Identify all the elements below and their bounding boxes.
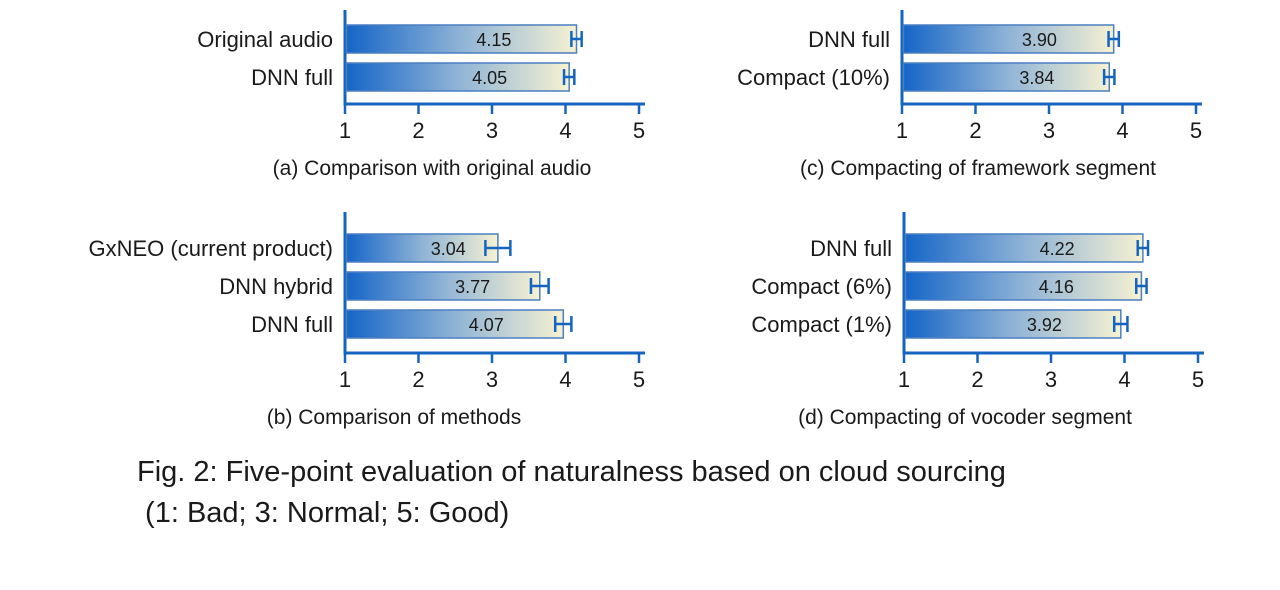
x-tick-label-b-2: 3 [486,367,498,392]
chart-c: 1 2 3 4 5 DNN full 3.90 Compact (10%) 3.84 (c) Co… [737,10,1202,180]
category-label-c-0: DNN full [808,27,890,52]
value-label-d-2: 3.92 [1027,315,1062,335]
value-label-b-2: 4.07 [469,315,504,335]
value-label-d-0: 4.22 [1040,239,1075,259]
value-label-c-1: 3.84 [1019,68,1054,88]
bar-b-1 [345,271,541,301]
bar-c-1 [902,62,1111,92]
x-tick-label-c-2: 3 [1043,118,1055,143]
bar-a-1 [345,62,570,92]
x-tick-label-d-4: 5 [1192,367,1204,392]
x-tick-label-d-1: 2 [971,367,983,392]
x-tick-label-a-0: 1 [339,118,351,143]
chart-d: 1 2 3 4 5 DNN full 4.22 Compact (6%) 4.16 Compact… [751,212,1204,429]
x-tick-label-b-0: 1 [339,367,351,392]
bar-d-1 [904,271,1143,301]
bar-b-2 [345,309,565,339]
bar-c-0 [902,24,1115,54]
value-label-d-1: 4.16 [1039,277,1074,297]
value-label-b-0: 3.04 [431,239,466,259]
x-tick-label-d-2: 3 [1045,367,1057,392]
x-tick-label-c-1: 2 [969,118,981,143]
category-label-b-1: DNN hybrid [219,274,333,299]
panel-title-a: (a) Comparison with original audio [273,157,592,180]
value-label-a-1: 4.05 [472,68,507,88]
bar-d-0 [904,233,1144,263]
x-tick-label-a-1: 2 [412,118,424,143]
x-tick-label-d-0: 1 [898,367,910,392]
x-tick-label-b-1: 2 [412,367,424,392]
x-tick-label-a-2: 3 [486,118,498,143]
value-label-c-0: 3.90 [1022,30,1057,50]
panel-title-c: (c) Compacting of framework segment [800,157,1156,180]
value-label-b-1: 3.77 [455,277,490,297]
category-label-b-0: GxNEO (current product) [88,236,333,261]
chart-a: 1 2 3 4 5 Original audio 4.15 DNN full 4.05 (a) C… [197,10,645,180]
category-label-c-1: Compact (10%) [737,65,890,90]
panel-title-b: (b) Comparison of methods [267,406,521,429]
bar-a-0 [345,24,578,54]
x-tick-label-c-3: 4 [1116,118,1128,143]
bar-d-2 [904,309,1122,339]
x-tick-label-b-4: 5 [633,367,645,392]
category-label-a-0: Original audio [197,27,333,52]
category-label-d-1: Compact (6%) [751,274,892,299]
x-tick-label-a-3: 4 [559,118,571,143]
chart-b: 1 2 3 4 5 GxNEO (current product) 3.04 DNN hybr… [88,212,645,429]
x-tick-label-c-4: 5 [1190,118,1202,143]
x-tick-label-a-4: 5 [633,118,645,143]
x-tick-label-b-3: 4 [559,367,571,392]
category-label-b-2: DNN full [251,312,333,337]
category-label-d-2: Compact (1%) [751,312,892,337]
panel-title-d: (d) Compacting of vocoder segment [798,406,1132,429]
x-tick-label-d-3: 4 [1118,367,1130,392]
category-label-d-0: DNN full [810,236,892,261]
category-label-a-1: DNN full [251,65,333,90]
value-label-a-0: 4.15 [476,30,511,50]
x-tick-label-c-0: 1 [896,118,908,143]
bar-b-0 [345,233,499,263]
figure-caption-line-1: Fig. 2: Five-point evaluation of natural… [137,456,1006,488]
figure-caption-line-2: (1: Bad; 3: Normal; 5: Good) [137,497,510,529]
